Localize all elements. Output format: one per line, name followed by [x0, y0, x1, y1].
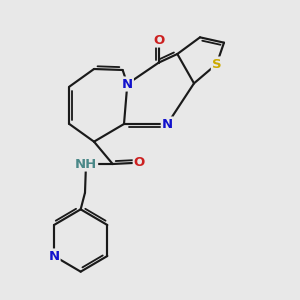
Text: N: N [122, 77, 133, 91]
Text: O: O [153, 34, 164, 46]
Text: O: O [134, 156, 145, 169]
Text: N: N [162, 118, 173, 130]
Text: S: S [212, 58, 221, 70]
Text: NH: NH [75, 158, 97, 170]
Text: N: N [48, 250, 60, 262]
